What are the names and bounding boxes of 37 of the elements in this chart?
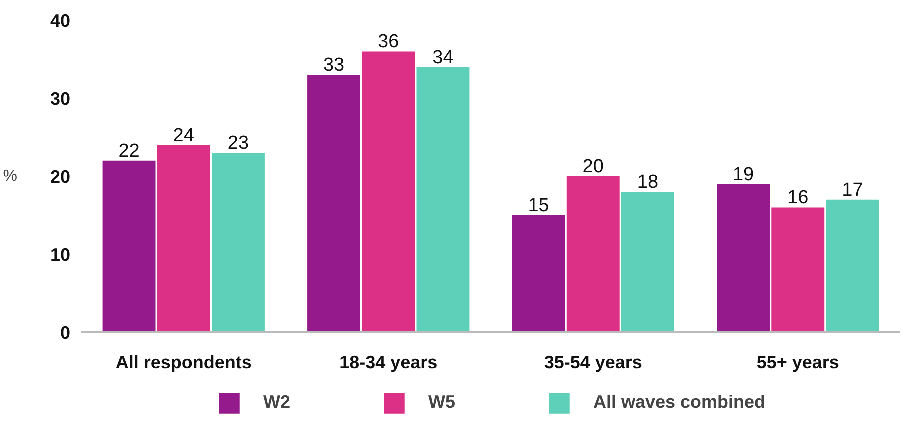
bar bbox=[308, 75, 361, 332]
data-label: 36 bbox=[378, 32, 400, 53]
y-tick-label: 0 bbox=[60, 323, 71, 343]
y-tick-label: 30 bbox=[50, 89, 71, 109]
bar bbox=[416, 67, 470, 332]
x-tick-label: 18-34 years bbox=[340, 352, 438, 372]
data-label: 24 bbox=[173, 125, 195, 146]
data-label: 16 bbox=[788, 188, 809, 209]
x-tick-label: 35-54 years bbox=[544, 352, 642, 372]
legend-label: W5 bbox=[428, 392, 456, 413]
bar bbox=[102, 160, 156, 332]
data-label: 17 bbox=[842, 180, 864, 201]
x-tick-label: All respondents bbox=[116, 352, 252, 372]
data-label: 23 bbox=[228, 133, 250, 154]
bar bbox=[362, 52, 416, 332]
y-tick-label: 20 bbox=[50, 167, 71, 187]
y-tick-label: 10 bbox=[50, 245, 71, 265]
data-label: 34 bbox=[432, 47, 454, 68]
data-label: 22 bbox=[118, 140, 140, 162]
bar bbox=[512, 216, 566, 332]
bar bbox=[826, 200, 880, 332]
bar bbox=[621, 192, 674, 332]
bar bbox=[157, 145, 210, 332]
legend-label: All waves combined bbox=[593, 392, 766, 413]
data-label: 19 bbox=[732, 164, 754, 186]
bar bbox=[212, 153, 265, 332]
legend-label: W2 bbox=[263, 392, 290, 413]
bar bbox=[717, 184, 770, 332]
bar bbox=[772, 208, 825, 332]
bar bbox=[566, 176, 620, 332]
data-label: 18 bbox=[637, 172, 659, 194]
data-label: 33 bbox=[323, 55, 345, 76]
y-axis-title: % bbox=[3, 168, 18, 185]
x-tick-label: 55+ years bbox=[756, 352, 840, 372]
y-tick-label: 40 bbox=[50, 11, 71, 31]
data-label: 20 bbox=[582, 156, 604, 178]
data-label: 15 bbox=[528, 196, 550, 216]
